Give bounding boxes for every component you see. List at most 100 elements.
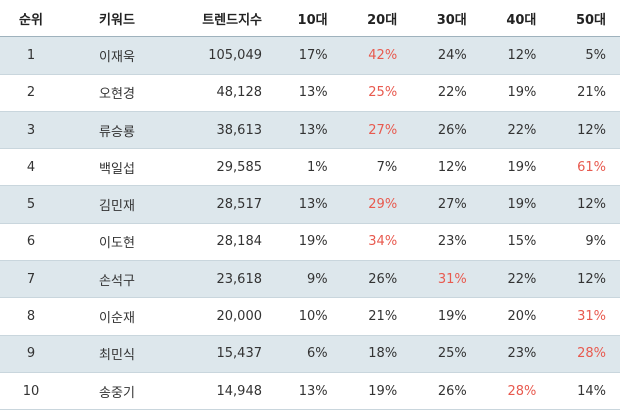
header-rank: 순위 [0, 0, 62, 38]
table-row: 4 백일섭 29,585 1% 7% 12% 19% 61% [0, 148, 620, 187]
cell-trend-index: 28,517 [172, 185, 272, 224]
cell-keyword: 이순재 [62, 297, 172, 336]
cell-age-50s: 9% [550, 223, 620, 262]
cell-age-20s: 27% [341, 111, 412, 150]
cell-trend-index: 38,613 [172, 111, 272, 150]
cell-age-40s: 15% [480, 223, 551, 262]
table-row: 3 류승룡 38,613 13% 27% 26% 22% 12% [0, 111, 620, 150]
cell-rank: 7 [0, 260, 62, 299]
cell-keyword: 최민식 [62, 335, 172, 373]
table-body: 1 이재욱 105,049 17% 42% 24% 12% 5% 2 오현경 48,128 13% 25… [0, 36, 620, 410]
cell-trend-index: 28,184 [172, 223, 272, 262]
cell-age-40s: 12% [480, 36, 551, 75]
cell-age-30s: 24% [411, 36, 481, 75]
cell-age-10s: 13% [272, 74, 342, 112]
header-age-50s: 50대 [550, 0, 620, 38]
cell-age-50s: 12% [550, 260, 620, 299]
cell-age-20s: 34% [341, 223, 412, 262]
cell-age-20s: 18% [341, 335, 412, 373]
cell-age-20s: 7% [341, 148, 412, 187]
cell-age-10s: 17% [272, 36, 342, 75]
table-header: 순위 키워드 트렌드지수 10대 20대 30대 40대 50대 [0, 0, 620, 38]
cell-age-50s: 21% [550, 74, 620, 112]
cell-age-20s: 19% [341, 372, 412, 410]
cell-age-20s: 21% [341, 297, 412, 336]
cell-trend-index: 14,948 [172, 372, 272, 410]
cell-rank: 5 [0, 185, 62, 224]
cell-age-10s: 9% [272, 260, 342, 299]
table-row: 9 최민식 15,437 6% 18% 25% 23% 28% [0, 335, 620, 373]
cell-rank: 2 [0, 74, 62, 112]
table-row: 1 이재욱 105,049 17% 42% 24% 12% 5% [0, 36, 620, 75]
cell-age-30s: 26% [411, 111, 481, 150]
cell-age-10s: 6% [272, 335, 342, 373]
cell-keyword: 백일섭 [62, 148, 172, 187]
cell-age-50s: 12% [550, 185, 620, 224]
cell-rank: 8 [0, 297, 62, 336]
cell-age-10s: 1% [272, 148, 342, 187]
cell-age-30s: 27% [411, 185, 481, 224]
cell-age-10s: 10% [272, 297, 342, 336]
cell-trend-index: 15,437 [172, 335, 272, 373]
cell-rank: 6 [0, 223, 62, 262]
cell-age-40s: 22% [480, 260, 551, 299]
cell-rank: 10 [0, 372, 62, 410]
cell-keyword: 이도현 [62, 223, 172, 262]
cell-keyword: 손석구 [62, 260, 172, 299]
cell-keyword: 이재욱 [62, 36, 172, 75]
table-row: 8 이순재 20,000 10% 21% 19% 20% 31% [0, 297, 620, 336]
cell-age-40s: 22% [480, 111, 551, 150]
cell-age-30s: 23% [411, 223, 481, 262]
cell-keyword: 류승룡 [62, 111, 172, 150]
cell-age-10s: 19% [272, 223, 342, 262]
cell-age-30s: 19% [411, 297, 481, 336]
cell-age-50s: 14% [550, 372, 620, 410]
cell-keyword: 김민재 [62, 185, 172, 224]
cell-age-40s: 19% [480, 148, 551, 187]
cell-age-30s: 12% [411, 148, 481, 187]
cell-age-40s: 23% [480, 335, 551, 373]
header-age-10s: 10대 [272, 0, 342, 38]
cell-age-40s: 19% [480, 74, 551, 112]
cell-age-50s: 28% [550, 335, 620, 373]
cell-age-40s: 20% [480, 297, 551, 336]
cell-age-20s: 29% [341, 185, 412, 224]
cell-trend-index: 20,000 [172, 297, 272, 336]
header-keyword: 키워드 [62, 0, 172, 38]
cell-keyword: 송중기 [62, 372, 172, 410]
cell-rank: 9 [0, 335, 62, 373]
cell-rank: 3 [0, 111, 62, 150]
cell-age-10s: 13% [272, 372, 342, 410]
cell-rank: 4 [0, 148, 62, 187]
cell-age-30s: 26% [411, 372, 481, 410]
cell-age-50s: 61% [550, 148, 620, 187]
cell-trend-index: 105,049 [172, 36, 272, 75]
header-age-40s: 40대 [480, 0, 551, 38]
cell-age-50s: 12% [550, 111, 620, 150]
table-row: 7 손석구 23,618 9% 26% 31% 22% 12% [0, 260, 620, 299]
header-age-20s: 20대 [341, 0, 412, 38]
cell-age-40s: 19% [480, 185, 551, 224]
cell-age-30s: 31% [411, 260, 481, 299]
cell-age-10s: 13% [272, 185, 342, 224]
cell-age-30s: 22% [411, 74, 481, 112]
header-age-30s: 30대 [411, 0, 481, 38]
table-row: 5 김민재 28,517 13% 29% 27% 19% 12% [0, 185, 620, 224]
cell-age-10s: 13% [272, 111, 342, 150]
cell-age-50s: 5% [550, 36, 620, 75]
cell-age-20s: 25% [341, 74, 412, 112]
cell-age-20s: 42% [341, 36, 412, 75]
cell-age-50s: 31% [550, 297, 620, 336]
header-row: 순위 키워드 트렌드지수 10대 20대 30대 40대 50대 [0, 0, 620, 38]
table-row: 6 이도현 28,184 19% 34% 23% 15% 9% [0, 223, 620, 262]
cell-trend-index: 29,585 [172, 148, 272, 187]
table-row: 2 오현경 48,128 13% 25% 22% 19% 21% [0, 74, 620, 112]
cell-age-40s: 28% [480, 372, 551, 410]
cell-trend-index: 23,618 [172, 260, 272, 299]
cell-age-30s: 25% [411, 335, 481, 373]
cell-age-20s: 26% [341, 260, 412, 299]
cell-rank: 1 [0, 36, 62, 75]
header-trend-index: 트렌드지수 [172, 0, 272, 38]
table-row: 10 송중기 14,948 13% 19% 26% 28% 14% [0, 372, 620, 410]
